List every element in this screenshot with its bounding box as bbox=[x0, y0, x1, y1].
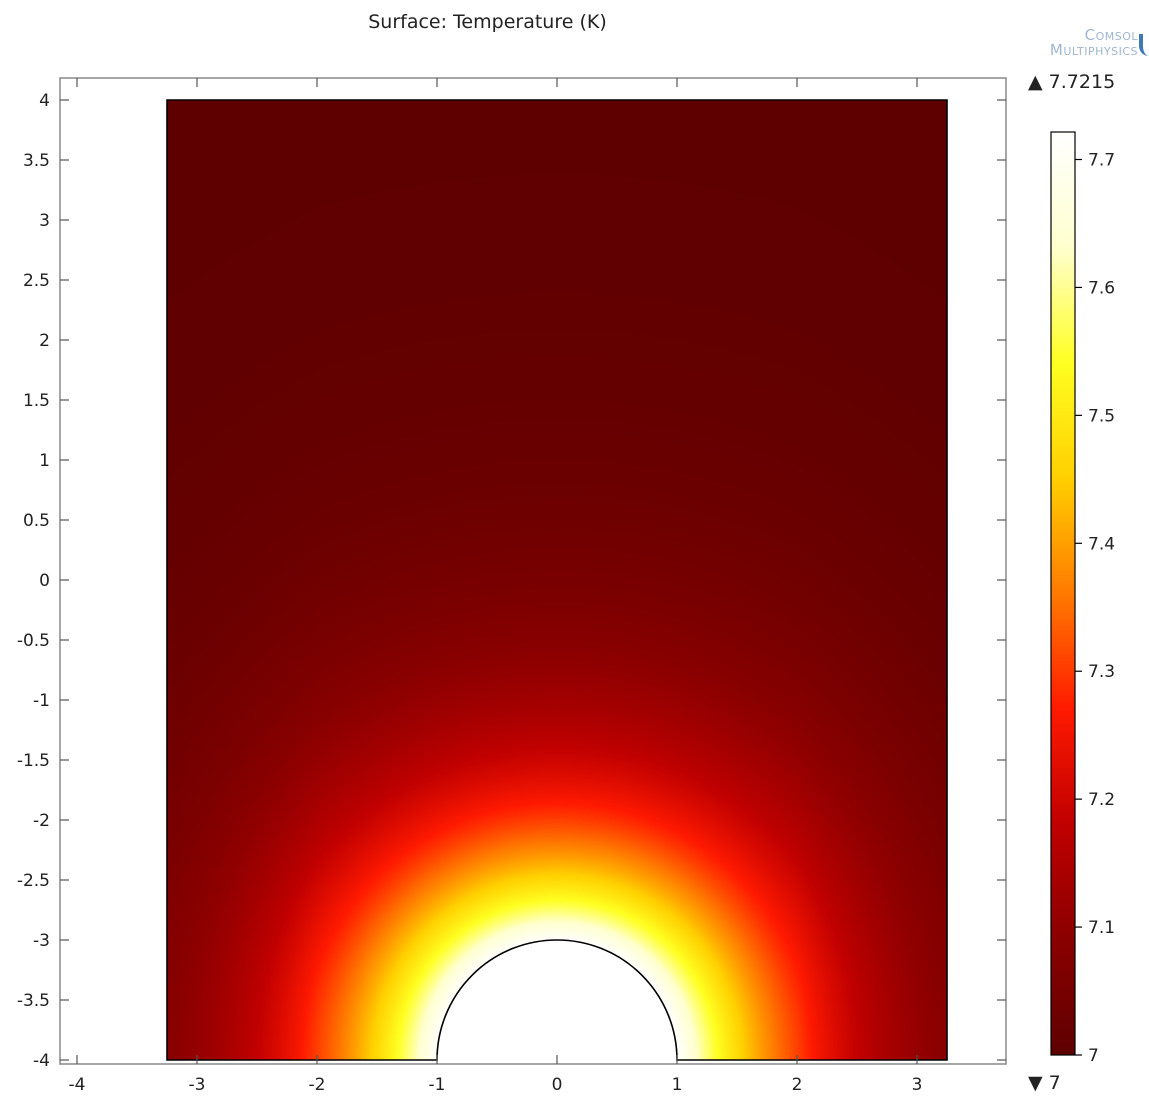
y-tick-label: 0 bbox=[39, 571, 50, 591]
axes: -4 -3 -2 -1 0 1 2 3 4 3.5 3 2.5 2 1.5 1 0.5 0 -0.5 -1 -1.5 -… bbox=[17, 78, 1006, 1095]
y-tick-label: 0.5 bbox=[23, 511, 50, 531]
y-tick-label: 2 bbox=[39, 331, 50, 351]
colorbar-tick-label: 7.3 bbox=[1088, 662, 1115, 682]
logo-line-2: Multiphysics bbox=[1049, 41, 1138, 59]
plot-frame bbox=[59, 77, 1007, 1065]
temperature-field bbox=[167, 100, 947, 1060]
y-tick-label: -2 bbox=[33, 811, 50, 831]
y-tick-label: 3 bbox=[39, 211, 50, 231]
x-tick-label: 3 bbox=[912, 1075, 923, 1095]
y-tick-label: 3.5 bbox=[23, 151, 50, 171]
range-max-label: ▲ 7.7215 bbox=[1028, 71, 1115, 93]
y-tick-label: -3 bbox=[33, 931, 50, 951]
y-tick-label: 1 bbox=[39, 451, 50, 471]
y-tick-label: 2.5 bbox=[23, 271, 50, 291]
colorbar-tick-label: 7.6 bbox=[1088, 278, 1115, 298]
colorbar-gradient bbox=[1050, 131, 1076, 1056]
colorbar-tick-label: 7.4 bbox=[1088, 534, 1115, 554]
colorbar-tick-label: 7.1 bbox=[1088, 918, 1115, 938]
colorbar: 7 7.1 7.2 7.3 7.4 7.5 7.6 7.7 bbox=[1050, 131, 1115, 1066]
x-tick-label: -2 bbox=[309, 1075, 326, 1095]
plot-border bbox=[59, 77, 1007, 1065]
range-min-label: ▼ 7 bbox=[1028, 1072, 1061, 1094]
colorbar-tick-label: 7.2 bbox=[1088, 790, 1115, 810]
logo-line-1: Comsol bbox=[1084, 26, 1138, 44]
colorbar-tick-label: 7 bbox=[1088, 1046, 1099, 1066]
x-tick-label: -1 bbox=[429, 1075, 446, 1095]
y-tick-label: -3.5 bbox=[17, 991, 50, 1011]
comsol-logo: Comsol Multiphysics bbox=[990, 28, 1138, 58]
y-tick-label: -2.5 bbox=[17, 871, 50, 891]
y-tick-label: 1.5 bbox=[23, 391, 50, 411]
x-tick-label: -3 bbox=[189, 1075, 206, 1095]
range-max-marker: ▲ bbox=[1028, 71, 1043, 93]
x-tick-label: 1 bbox=[672, 1075, 683, 1095]
range-max-value: 7.7215 bbox=[1048, 71, 1116, 93]
x-tick-label: 0 bbox=[552, 1075, 563, 1095]
range-min-marker: ▼ bbox=[1028, 1072, 1043, 1094]
y-tick-label: -1.5 bbox=[17, 751, 50, 771]
plot-title: Surface: Temperature (K) bbox=[368, 11, 607, 33]
y-tick-label: -0.5 bbox=[17, 631, 50, 651]
x-tick-label: -4 bbox=[69, 1075, 86, 1095]
logo-mark-icon bbox=[1139, 34, 1149, 56]
domain-outline bbox=[166, 99, 948, 1061]
x-tick-label: 2 bbox=[792, 1075, 803, 1095]
temperature-surface bbox=[166, 99, 948, 1061]
colorbar-tick-label: 7.5 bbox=[1088, 406, 1115, 426]
colorbar-tick-label: 7.7 bbox=[1088, 151, 1115, 171]
y-tick-label: 4 bbox=[39, 91, 50, 111]
y-tick-label: -4 bbox=[33, 1051, 50, 1071]
range-min-value: 7 bbox=[1048, 1072, 1061, 1094]
y-tick-label: -1 bbox=[33, 691, 50, 711]
